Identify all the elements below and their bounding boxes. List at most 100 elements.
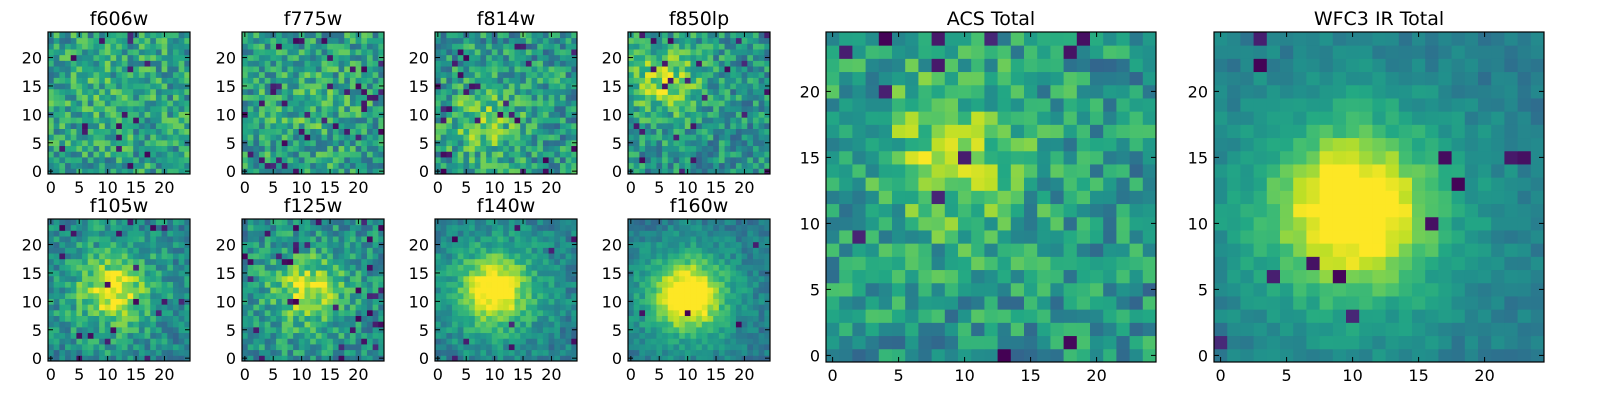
heatmap-cell bbox=[304, 71, 311, 78]
heatmap-cell bbox=[752, 321, 760, 328]
heatmap-cell bbox=[59, 281, 66, 288]
heatmap-cell bbox=[349, 253, 357, 260]
heatmap-cell bbox=[321, 49, 328, 56]
heatmap-cell bbox=[253, 77, 260, 84]
heatmap-cell bbox=[287, 264, 294, 271]
heatmap-cell bbox=[155, 304, 163, 311]
heatmap-cell bbox=[276, 151, 283, 158]
heatmap-cell bbox=[446, 94, 453, 101]
heatmap-cell bbox=[503, 298, 510, 305]
heatmap-cell bbox=[520, 230, 527, 237]
heatmap-cell bbox=[184, 162, 191, 169]
heatmap-cell bbox=[264, 156, 271, 164]
heatmap-cell bbox=[150, 134, 157, 141]
heatmap-cell bbox=[633, 54, 640, 61]
heatmap-cell bbox=[701, 304, 708, 311]
heatmap-cell bbox=[253, 122, 260, 130]
heatmap-cell bbox=[684, 338, 691, 345]
heatmap-cell bbox=[270, 304, 277, 311]
heatmap-cell bbox=[633, 117, 640, 124]
heatmap-cell bbox=[247, 156, 254, 164]
heatmap-cell bbox=[344, 236, 351, 243]
heatmap-cell bbox=[65, 236, 72, 243]
heatmap-cell bbox=[59, 321, 66, 328]
heatmap-cell bbox=[565, 151, 572, 158]
heatmap-cell bbox=[116, 37, 123, 44]
heatmap-cell bbox=[486, 32, 493, 39]
heatmap-cell bbox=[497, 49, 504, 56]
heatmap-cell bbox=[440, 94, 447, 101]
heatmap-cell bbox=[752, 298, 760, 305]
heatmap-cell bbox=[741, 94, 748, 101]
heatmap-cell bbox=[104, 315, 111, 322]
heatmap-cell bbox=[673, 162, 680, 169]
heatmap-cell bbox=[127, 332, 134, 339]
heatmap-cell bbox=[304, 355, 311, 362]
heatmap-cell bbox=[452, 77, 459, 84]
heatmap-cell bbox=[735, 304, 743, 311]
heatmap-cell bbox=[542, 32, 550, 39]
heatmap-cell bbox=[764, 134, 771, 141]
heatmap-cell bbox=[684, 304, 691, 311]
heatmap-cell bbox=[548, 43, 555, 50]
heatmap-cell bbox=[76, 117, 83, 124]
heatmap-cell bbox=[281, 253, 288, 260]
heatmap-cell bbox=[76, 287, 83, 294]
heatmap-cell bbox=[150, 49, 157, 56]
heatmap-cell bbox=[474, 105, 481, 112]
heatmap-cell bbox=[138, 349, 146, 356]
heatmap-cell bbox=[497, 168, 504, 175]
heatmap-cell bbox=[440, 105, 447, 112]
heatmap-cell bbox=[70, 332, 77, 339]
y-tick-label: 0 bbox=[226, 349, 236, 368]
heatmap-cell bbox=[344, 292, 351, 299]
heatmap-cell bbox=[554, 145, 561, 152]
heatmap-cell bbox=[531, 332, 538, 339]
heatmap-cell bbox=[172, 253, 180, 260]
heatmap-cell bbox=[690, 156, 697, 164]
heatmap-cell bbox=[276, 60, 283, 67]
heatmap-cell bbox=[110, 88, 117, 95]
heatmap-cell bbox=[730, 156, 737, 164]
heatmap-cell bbox=[764, 343, 771, 351]
heatmap-cell bbox=[65, 168, 72, 175]
heatmap-cell bbox=[93, 309, 100, 317]
heatmap-cell bbox=[178, 332, 185, 339]
heatmap-cell bbox=[525, 219, 533, 226]
heatmap-cell bbox=[764, 162, 771, 169]
heatmap-cell bbox=[104, 349, 111, 356]
heatmap-cell bbox=[287, 230, 294, 237]
heatmap-cell bbox=[242, 292, 249, 299]
heatmap-cell bbox=[281, 332, 288, 339]
heatmap-cell bbox=[520, 54, 527, 61]
heatmap-cell bbox=[338, 128, 345, 135]
heatmap-cell bbox=[65, 37, 72, 44]
heatmap-cell bbox=[548, 60, 555, 67]
heatmap-cell bbox=[440, 275, 447, 282]
heatmap-cell bbox=[259, 128, 266, 135]
heatmap-cell bbox=[270, 270, 277, 277]
heatmap-cell bbox=[531, 309, 538, 317]
heatmap-cell bbox=[65, 219, 72, 226]
heatmap-cell bbox=[645, 304, 652, 311]
heatmap-cell bbox=[344, 349, 351, 356]
heatmap-cell bbox=[469, 326, 476, 334]
heatmap-cell bbox=[457, 338, 464, 345]
heatmap-cell bbox=[76, 54, 83, 61]
heatmap-cell bbox=[372, 292, 379, 299]
heatmap-cell bbox=[486, 219, 493, 226]
heatmap-cell bbox=[508, 139, 515, 147]
heatmap-cell bbox=[53, 287, 60, 294]
heatmap-cell bbox=[707, 94, 714, 101]
heatmap-cell bbox=[76, 111, 83, 118]
heatmap-cell bbox=[724, 304, 731, 311]
heatmap-cell bbox=[82, 264, 89, 271]
heatmap-cell bbox=[327, 60, 334, 67]
heatmap-cell bbox=[440, 219, 447, 226]
heatmap-cell bbox=[144, 298, 151, 305]
heatmap-cell bbox=[82, 128, 89, 135]
heatmap-cell bbox=[259, 275, 266, 282]
heatmap-cell bbox=[293, 292, 300, 299]
heatmap-cell bbox=[656, 321, 663, 328]
heatmap-cell bbox=[259, 162, 266, 169]
